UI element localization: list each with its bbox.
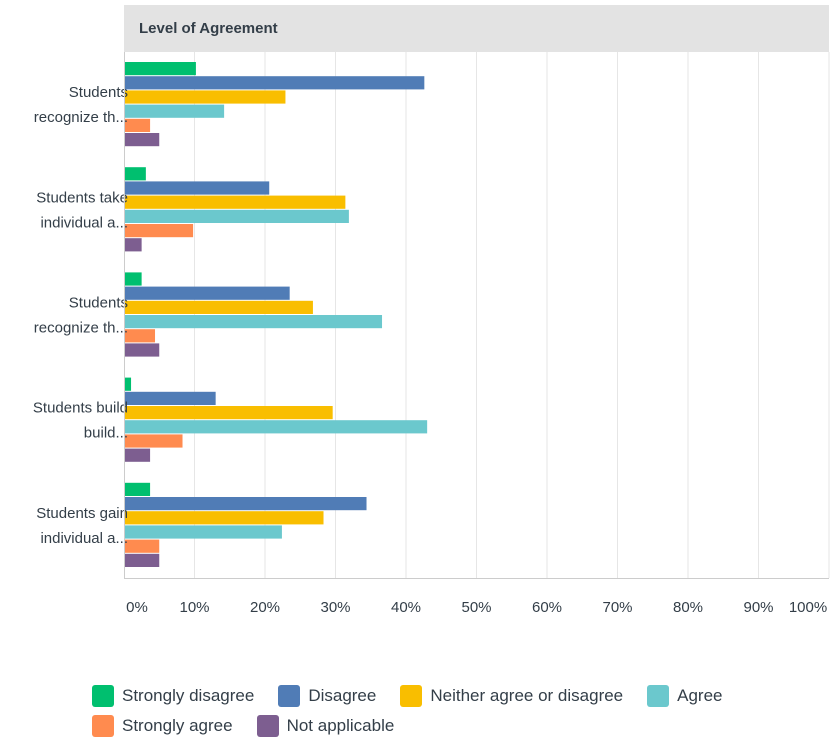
legend: Strongly disagree Disagree Neither agree o… bbox=[92, 684, 812, 738]
category-label: build... bbox=[84, 425, 128, 442]
bars bbox=[125, 62, 428, 567]
bar bbox=[125, 315, 383, 329]
legend-swatch bbox=[92, 685, 114, 707]
category-label: individual a... bbox=[40, 214, 128, 231]
legend-item: Neither agree or disagree bbox=[400, 684, 623, 708]
bar bbox=[125, 181, 270, 195]
bar bbox=[125, 420, 428, 434]
category-label: Students bbox=[69, 295, 128, 312]
x-tick-label: 0% bbox=[126, 599, 148, 616]
bar bbox=[125, 104, 225, 118]
bar bbox=[125, 238, 142, 252]
legend-item: Not applicable bbox=[256, 714, 395, 738]
bar bbox=[125, 448, 151, 462]
legend-label: Not applicable bbox=[286, 716, 395, 735]
bar bbox=[125, 167, 146, 181]
x-tick-label: 40% bbox=[391, 599, 421, 616]
legend-label: Strongly agree bbox=[122, 716, 233, 735]
bar bbox=[125, 118, 151, 132]
bar bbox=[125, 300, 313, 314]
bar bbox=[125, 406, 333, 420]
bar bbox=[125, 76, 425, 90]
category-label: recognize th... bbox=[34, 109, 128, 126]
bar bbox=[125, 286, 290, 300]
legend-item: Strongly agree bbox=[92, 714, 233, 738]
legend-item: Strongly disagree bbox=[92, 684, 254, 708]
category-label: Students take bbox=[36, 189, 128, 206]
x-tick-label: 60% bbox=[532, 599, 562, 616]
chart-header-band bbox=[124, 5, 829, 52]
bar bbox=[125, 272, 142, 286]
legend-swatch bbox=[400, 685, 423, 707]
bar bbox=[125, 539, 160, 553]
x-tick-label: 90% bbox=[743, 599, 773, 616]
category-labels: Students recognize th... Students take indi… bbox=[33, 84, 128, 547]
bar bbox=[125, 377, 132, 391]
x-tick-labels: 0% 10% 20% 30% 40% 50% 60% 70% 80% 90% 100% bbox=[126, 599, 827, 616]
legend-item: Agree bbox=[647, 684, 723, 708]
legend-label: Strongly disagree bbox=[122, 686, 255, 705]
x-tick-label: 70% bbox=[602, 599, 632, 616]
x-tick-label: 20% bbox=[250, 599, 280, 616]
category-label: Students bbox=[69, 84, 128, 101]
bar bbox=[125, 62, 196, 76]
bar bbox=[125, 343, 160, 357]
bar bbox=[125, 553, 160, 567]
legend-item: Disagree bbox=[278, 684, 376, 708]
legend-swatch bbox=[256, 715, 279, 737]
bar bbox=[125, 133, 160, 147]
x-tick-label: 80% bbox=[673, 599, 703, 616]
category-label: recognize th... bbox=[34, 320, 128, 337]
category-label: Students build bbox=[33, 400, 128, 417]
legend-label: Neither agree or disagree bbox=[430, 686, 624, 705]
legend-label: Agree bbox=[677, 686, 723, 705]
bar-chart: Level of Agreement Students recognize th.… bbox=[33, 5, 830, 616]
legend-label: Disagree bbox=[308, 686, 377, 705]
legend-swatch bbox=[92, 715, 114, 737]
bar bbox=[125, 329, 156, 343]
bar bbox=[125, 511, 324, 525]
legend-swatch bbox=[278, 685, 301, 707]
chart-header-text: Level of Agreement bbox=[139, 20, 278, 37]
bar bbox=[125, 195, 346, 209]
bar bbox=[125, 434, 183, 448]
bar bbox=[125, 209, 349, 223]
bar bbox=[125, 482, 151, 496]
x-tick-label: 100% bbox=[789, 599, 827, 616]
x-tick-label: 10% bbox=[179, 599, 209, 616]
bar bbox=[125, 90, 286, 104]
bar bbox=[125, 497, 367, 511]
bar bbox=[125, 525, 282, 539]
category-label: Students gain bbox=[36, 505, 128, 522]
bar bbox=[125, 391, 216, 405]
x-tick-label: 50% bbox=[461, 599, 491, 616]
legend-swatch bbox=[647, 685, 670, 707]
x-tick-label: 30% bbox=[320, 599, 350, 616]
bar bbox=[125, 224, 194, 238]
category-label: individual a... bbox=[40, 530, 128, 547]
